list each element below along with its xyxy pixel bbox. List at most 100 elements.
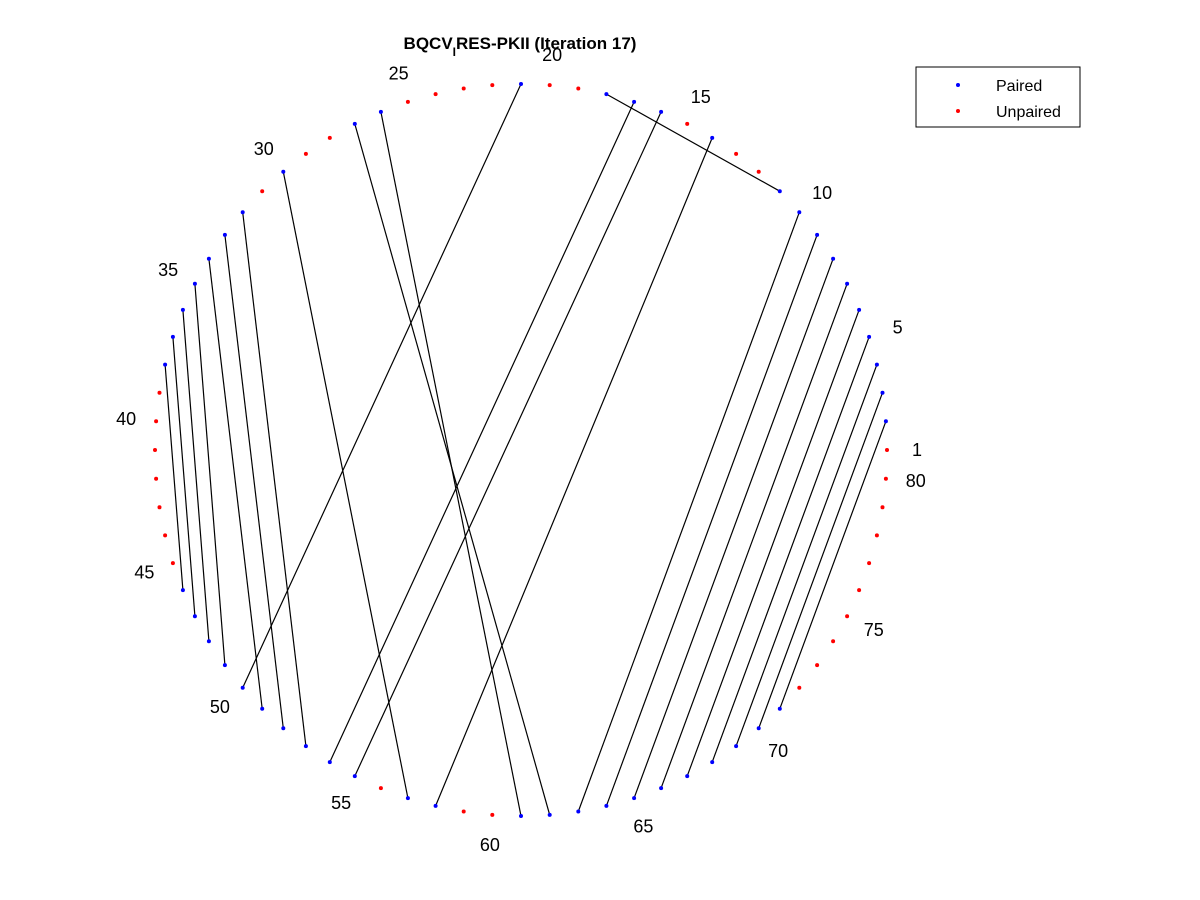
pair-line-10-63 <box>577 212 800 812</box>
position-label-80: 80 <box>906 471 926 491</box>
unpaired-nucleotide-28 <box>327 135 332 140</box>
paired-nucleotide-2 <box>883 419 888 424</box>
pair-line-34-51 <box>208 258 263 709</box>
paired-nucleotide-10 <box>797 210 802 215</box>
unpaired-nucleotide-29 <box>303 151 308 156</box>
paired-nucleotide-71 <box>777 706 782 711</box>
unpaired-nucleotide-45 <box>170 561 175 566</box>
unpaired-nucleotide-31 <box>260 189 265 194</box>
paired-nucleotide-34 <box>206 256 211 261</box>
pair-line-16-55 <box>354 111 662 777</box>
paired-nucleotide-7 <box>845 281 850 286</box>
paired-nucleotide-61 <box>519 814 523 818</box>
unpaired-nucleotide-13 <box>734 151 739 156</box>
paired-nucleotide-62 <box>547 812 552 817</box>
paired-nucleotide-26 <box>378 109 383 114</box>
pair-line-6-67 <box>686 309 860 777</box>
paired-nucleotide-49 <box>222 663 227 668</box>
unpaired-nucleotide-1 <box>885 448 889 452</box>
title-prefix: BQCV <box>404 34 454 53</box>
position-label-75: 75 <box>864 620 884 640</box>
unpaired-nucleotide-23 <box>461 86 466 91</box>
unpaired-nucleotide-72 <box>797 685 802 690</box>
unpaired-nucleotide-12 <box>756 169 761 174</box>
paired-nucleotide-11 <box>777 189 782 194</box>
legend-unpaired-marker <box>956 109 960 113</box>
paired-nucleotide-16 <box>659 109 664 114</box>
nucleotide-dots <box>153 82 889 818</box>
legend-paired-label: Paired <box>996 78 1042 95</box>
unpaired-nucleotide-75 <box>845 614 850 619</box>
unpaired-nucleotide-40 <box>154 419 159 424</box>
paired-nucleotide-53 <box>303 744 308 749</box>
title-suffix: RES-PKII (Iteration 17) <box>456 34 636 53</box>
paired-nucleotide-46 <box>180 588 185 593</box>
paired-nucleotide-33 <box>222 232 227 237</box>
pair-line-14-58 <box>435 137 713 807</box>
paired-nucleotide-30 <box>281 169 286 174</box>
pair-line-5-68 <box>711 336 870 763</box>
position-label-45: 45 <box>134 562 154 582</box>
title-subscript: I <box>453 45 456 59</box>
paired-nucleotide-35 <box>192 281 197 286</box>
pair-line-2-71 <box>779 421 887 710</box>
unpaired-nucleotide-76 <box>857 588 862 593</box>
position-label-40: 40 <box>116 409 136 429</box>
pair-line-30-57 <box>282 171 409 799</box>
position-label-1: 1 <box>912 440 922 460</box>
paired-nucleotide-21 <box>519 82 523 86</box>
paired-nucleotide-18 <box>604 92 609 97</box>
unpaired-nucleotide-24 <box>433 92 438 97</box>
unpaired-nucleotide-73 <box>815 663 820 668</box>
paired-nucleotide-3 <box>880 390 885 395</box>
pair-line-8-65 <box>633 258 834 799</box>
paired-nucleotide-52 <box>281 726 286 731</box>
unpaired-nucleotide-56 <box>378 786 383 791</box>
paired-nucleotide-66 <box>659 786 664 791</box>
paired-nucleotide-51 <box>260 706 265 711</box>
paired-nucleotide-47 <box>192 614 197 619</box>
position-label-60: 60 <box>480 835 500 855</box>
unpaired-nucleotide-25 <box>405 99 410 104</box>
pair-line-38-46 <box>164 364 184 591</box>
paired-nucleotide-68 <box>710 760 715 765</box>
pair-line-3-70 <box>758 392 884 729</box>
position-label-65: 65 <box>633 817 653 837</box>
unpaired-nucleotide-15 <box>685 121 690 126</box>
unpaired-nucleotide-79 <box>880 505 885 510</box>
paired-nucleotide-58 <box>433 803 438 808</box>
paired-nucleotide-14 <box>710 135 715 140</box>
paired-nucleotide-37 <box>170 334 175 339</box>
paired-nucleotide-64 <box>604 803 609 808</box>
paired-nucleotide-55 <box>352 774 357 779</box>
pair-line-21-50 <box>242 83 522 688</box>
paired-nucleotide-48 <box>206 639 211 644</box>
pair-line-27-62 <box>354 123 551 816</box>
unpaired-nucleotide-80 <box>883 476 888 481</box>
unpaired-nucleotide-77 <box>867 561 872 566</box>
unpaired-nucleotide-78 <box>874 533 879 538</box>
paired-nucleotide-6 <box>857 307 862 312</box>
position-label-15: 15 <box>691 87 711 107</box>
unpaired-nucleotide-44 <box>163 533 168 538</box>
paired-nucleotide-67 <box>685 774 690 779</box>
pair-line-33-52 <box>224 234 284 729</box>
pair-line-9-64 <box>605 234 818 807</box>
pair-line-37-47 <box>172 336 196 617</box>
paired-nucleotide-36 <box>180 307 185 312</box>
paired-nucleotide-32 <box>240 210 245 215</box>
unpaired-nucleotide-59 <box>461 809 466 814</box>
position-label-10: 10 <box>812 183 832 203</box>
unpaired-nucleotide-19 <box>576 86 581 91</box>
paired-nucleotide-4 <box>874 362 879 367</box>
chart-title: BQCVIRES-PKII (Iteration 17) <box>404 34 637 59</box>
unpaired-nucleotide-42 <box>154 476 159 481</box>
paired-nucleotide-17 <box>632 99 637 104</box>
paired-nucleotide-5 <box>867 334 872 339</box>
legend-unpaired-label: Unpaired <box>996 104 1061 121</box>
position-label-5: 5 <box>893 318 903 338</box>
paired-nucleotide-38 <box>163 362 168 367</box>
paired-nucleotide-63 <box>576 809 581 814</box>
position-label-25: 25 <box>389 63 409 83</box>
